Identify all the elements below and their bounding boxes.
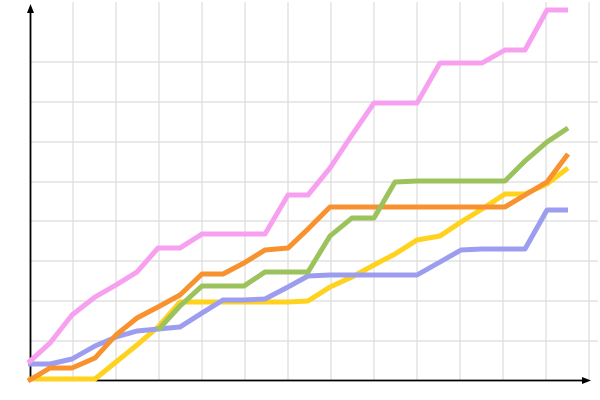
series-yellow-line <box>28 166 570 382</box>
y-axis-arrowhead-icon <box>27 4 34 13</box>
x-axis-arrowhead-icon <box>582 377 591 384</box>
series-blue-line <box>28 207 568 367</box>
series-pink-line <box>26 7 568 365</box>
series-orange-line <box>26 152 570 384</box>
series-green-line <box>156 125 570 332</box>
